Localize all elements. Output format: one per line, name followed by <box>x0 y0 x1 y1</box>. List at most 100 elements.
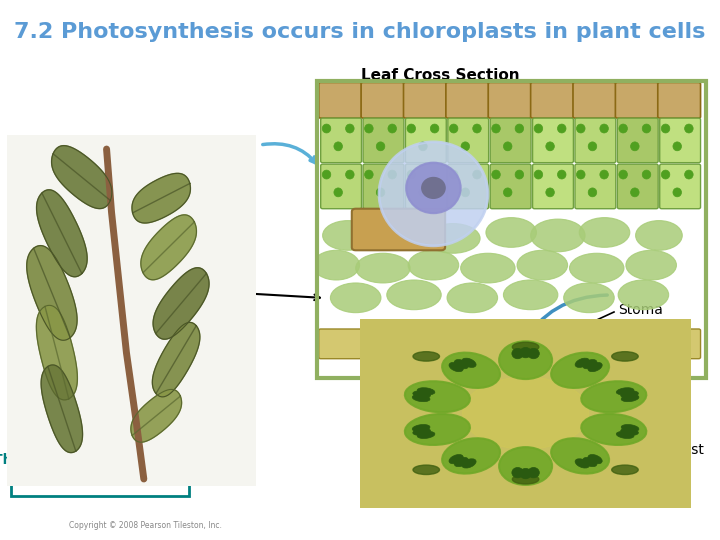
Polygon shape <box>37 305 77 400</box>
Ellipse shape <box>582 360 597 369</box>
Ellipse shape <box>377 142 384 151</box>
FancyBboxPatch shape <box>575 118 616 163</box>
Ellipse shape <box>413 352 439 361</box>
Text: Stoma: Stoma <box>618 303 663 317</box>
Ellipse shape <box>377 188 384 197</box>
FancyBboxPatch shape <box>320 164 361 208</box>
Ellipse shape <box>356 253 410 283</box>
Ellipse shape <box>619 124 627 133</box>
Ellipse shape <box>557 170 566 179</box>
Ellipse shape <box>577 124 585 133</box>
Ellipse shape <box>417 388 435 395</box>
Ellipse shape <box>621 428 639 435</box>
FancyBboxPatch shape <box>660 118 701 163</box>
Ellipse shape <box>642 124 651 133</box>
Ellipse shape <box>618 280 669 309</box>
Ellipse shape <box>461 142 469 151</box>
Ellipse shape <box>513 475 539 484</box>
FancyBboxPatch shape <box>488 83 531 118</box>
Ellipse shape <box>520 468 531 479</box>
Ellipse shape <box>323 124 330 133</box>
FancyBboxPatch shape <box>617 118 658 163</box>
Ellipse shape <box>334 188 343 197</box>
Ellipse shape <box>388 124 397 133</box>
FancyBboxPatch shape <box>446 329 489 359</box>
Ellipse shape <box>442 438 500 474</box>
Ellipse shape <box>621 424 639 431</box>
Ellipse shape <box>570 253 624 283</box>
Ellipse shape <box>388 170 397 179</box>
Polygon shape <box>153 268 209 339</box>
Ellipse shape <box>417 431 435 438</box>
Ellipse shape <box>473 124 481 133</box>
FancyBboxPatch shape <box>616 329 658 359</box>
Ellipse shape <box>454 360 469 369</box>
Ellipse shape <box>463 377 588 449</box>
FancyBboxPatch shape <box>319 329 361 359</box>
FancyBboxPatch shape <box>363 164 404 208</box>
Ellipse shape <box>431 124 439 133</box>
Ellipse shape <box>685 170 693 179</box>
Ellipse shape <box>461 253 515 283</box>
Ellipse shape <box>575 358 590 367</box>
Ellipse shape <box>413 424 430 431</box>
FancyBboxPatch shape <box>575 164 616 208</box>
Ellipse shape <box>405 414 470 445</box>
Text: Leaf Cross Section: Leaf Cross Section <box>361 68 519 83</box>
Ellipse shape <box>406 163 461 213</box>
Ellipse shape <box>364 170 373 179</box>
Ellipse shape <box>580 330 595 357</box>
Ellipse shape <box>407 124 415 133</box>
Ellipse shape <box>454 457 469 467</box>
Ellipse shape <box>422 178 445 198</box>
Ellipse shape <box>503 188 512 197</box>
Text: Vein: Vein <box>184 283 218 297</box>
Ellipse shape <box>564 283 614 313</box>
Ellipse shape <box>431 170 439 179</box>
Ellipse shape <box>575 459 590 468</box>
Ellipse shape <box>461 188 469 197</box>
Text: O$_2$: O$_2$ <box>449 390 470 409</box>
Ellipse shape <box>442 353 500 388</box>
Ellipse shape <box>531 219 585 252</box>
Ellipse shape <box>492 170 500 179</box>
Ellipse shape <box>592 336 602 351</box>
Ellipse shape <box>673 188 682 197</box>
FancyBboxPatch shape <box>405 118 446 163</box>
Ellipse shape <box>661 170 670 179</box>
Ellipse shape <box>588 362 602 372</box>
FancyBboxPatch shape <box>361 329 404 359</box>
FancyBboxPatch shape <box>448 118 489 163</box>
FancyBboxPatch shape <box>363 118 404 163</box>
FancyBboxPatch shape <box>658 329 701 359</box>
FancyBboxPatch shape <box>403 83 446 118</box>
Ellipse shape <box>588 188 597 197</box>
FancyBboxPatch shape <box>533 164 573 208</box>
Ellipse shape <box>462 459 476 468</box>
Ellipse shape <box>449 455 463 464</box>
Ellipse shape <box>612 465 638 475</box>
Ellipse shape <box>621 395 639 402</box>
Ellipse shape <box>577 170 585 179</box>
Polygon shape <box>132 173 190 223</box>
Ellipse shape <box>503 280 558 309</box>
Ellipse shape <box>631 142 639 151</box>
Text: Chloroplast: Chloroplast <box>625 443 704 457</box>
Ellipse shape <box>387 280 441 309</box>
Polygon shape <box>153 322 200 397</box>
Ellipse shape <box>405 381 470 412</box>
Ellipse shape <box>426 224 480 253</box>
Ellipse shape <box>546 188 554 197</box>
FancyBboxPatch shape <box>448 164 489 208</box>
Ellipse shape <box>473 170 481 179</box>
FancyBboxPatch shape <box>573 83 616 118</box>
Ellipse shape <box>418 142 427 151</box>
Ellipse shape <box>600 124 608 133</box>
Polygon shape <box>37 190 87 277</box>
Ellipse shape <box>334 142 343 151</box>
Text: 7.2 Photosynthesis occurs in chloroplasts in plant cells: 7.2 Photosynthesis occurs in chloroplast… <box>14 22 706 42</box>
Ellipse shape <box>579 218 630 247</box>
Ellipse shape <box>588 455 602 464</box>
Ellipse shape <box>631 188 639 197</box>
Ellipse shape <box>503 142 512 151</box>
